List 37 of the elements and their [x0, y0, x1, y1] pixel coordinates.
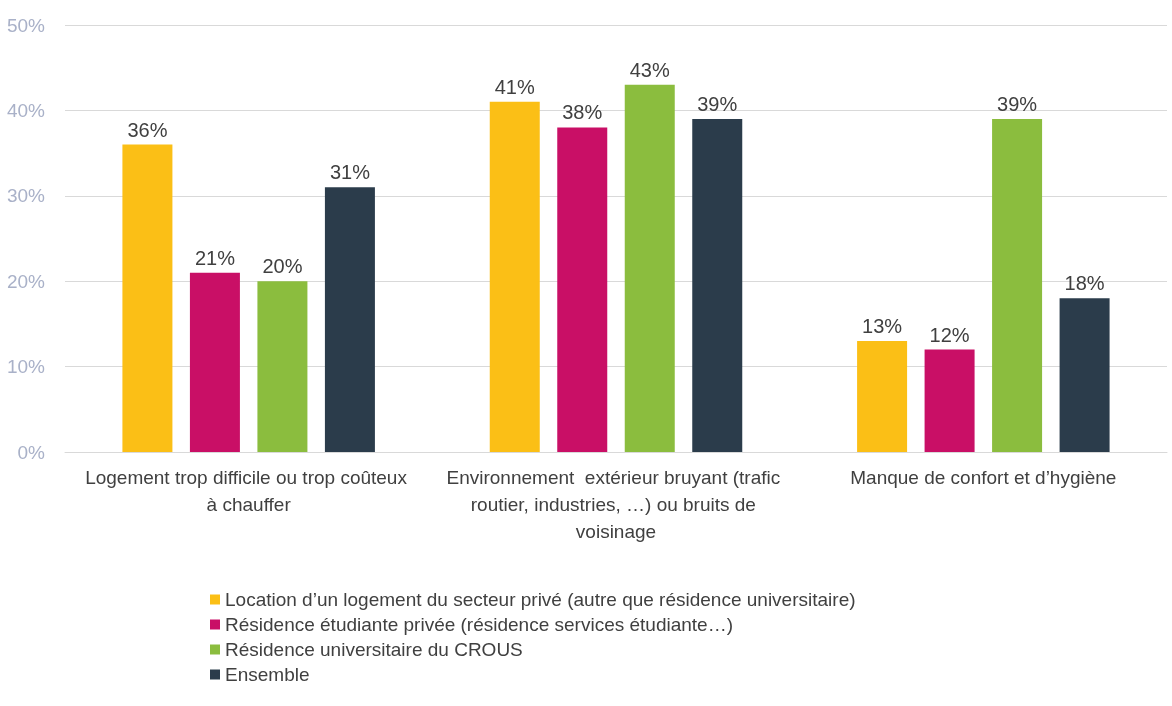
- data-label: 39%: [697, 92, 738, 115]
- y-tick-label: 30%: [6, 185, 46, 207]
- legend-label: Location d’un logement du secteur privé (autre que résidence universitaire): [225, 589, 856, 610]
- bar: [624, 84, 675, 452]
- legend-label: Résidence universitaire du CROUS: [225, 639, 523, 660]
- data-label: 41%: [494, 75, 535, 98]
- bar: [1059, 298, 1110, 452]
- data-label: 38%: [562, 101, 603, 124]
- bar: [692, 118, 743, 452]
- x-tick-label: Logement trop difficile ou trop coûteux à chauffer: [85, 467, 413, 515]
- bar: [924, 349, 975, 452]
- y-tick-label: 0%: [17, 441, 46, 463]
- bar: [992, 118, 1043, 452]
- y-tick-label: 50%: [6, 14, 46, 36]
- data-label: 39%: [997, 92, 1038, 115]
- x-tick-label: Manque de confort et d’hygiène: [850, 467, 1117, 488]
- x-tick-label: Environnement extérieur bruyant (trafic routier, industries, …) ou bruits de voisinage: [446, 467, 786, 542]
- bar: [189, 272, 240, 452]
- bar: [324, 187, 375, 452]
- data-label: 36%: [127, 118, 168, 141]
- y-tick-label: 10%: [6, 356, 46, 378]
- data-label: 13%: [862, 314, 903, 337]
- data-label: 12%: [929, 323, 970, 346]
- bar: [257, 281, 308, 452]
- bar: [489, 101, 540, 452]
- data-label: 20%: [262, 255, 303, 278]
- y-tick-label: 20%: [6, 270, 46, 292]
- legend-label: Ensemble: [225, 664, 310, 685]
- bar: [122, 144, 173, 452]
- data-label: 18%: [1064, 272, 1105, 295]
- data-label: 21%: [194, 246, 236, 269]
- data-label: 31%: [329, 161, 371, 184]
- y-tick-label: 40%: [6, 99, 46, 121]
- bar: [557, 127, 608, 452]
- bar: [857, 340, 908, 452]
- legend-label: Résidence étudiante privée (résidence services étudiante…): [225, 614, 733, 635]
- data-label: 43%: [629, 58, 670, 81]
